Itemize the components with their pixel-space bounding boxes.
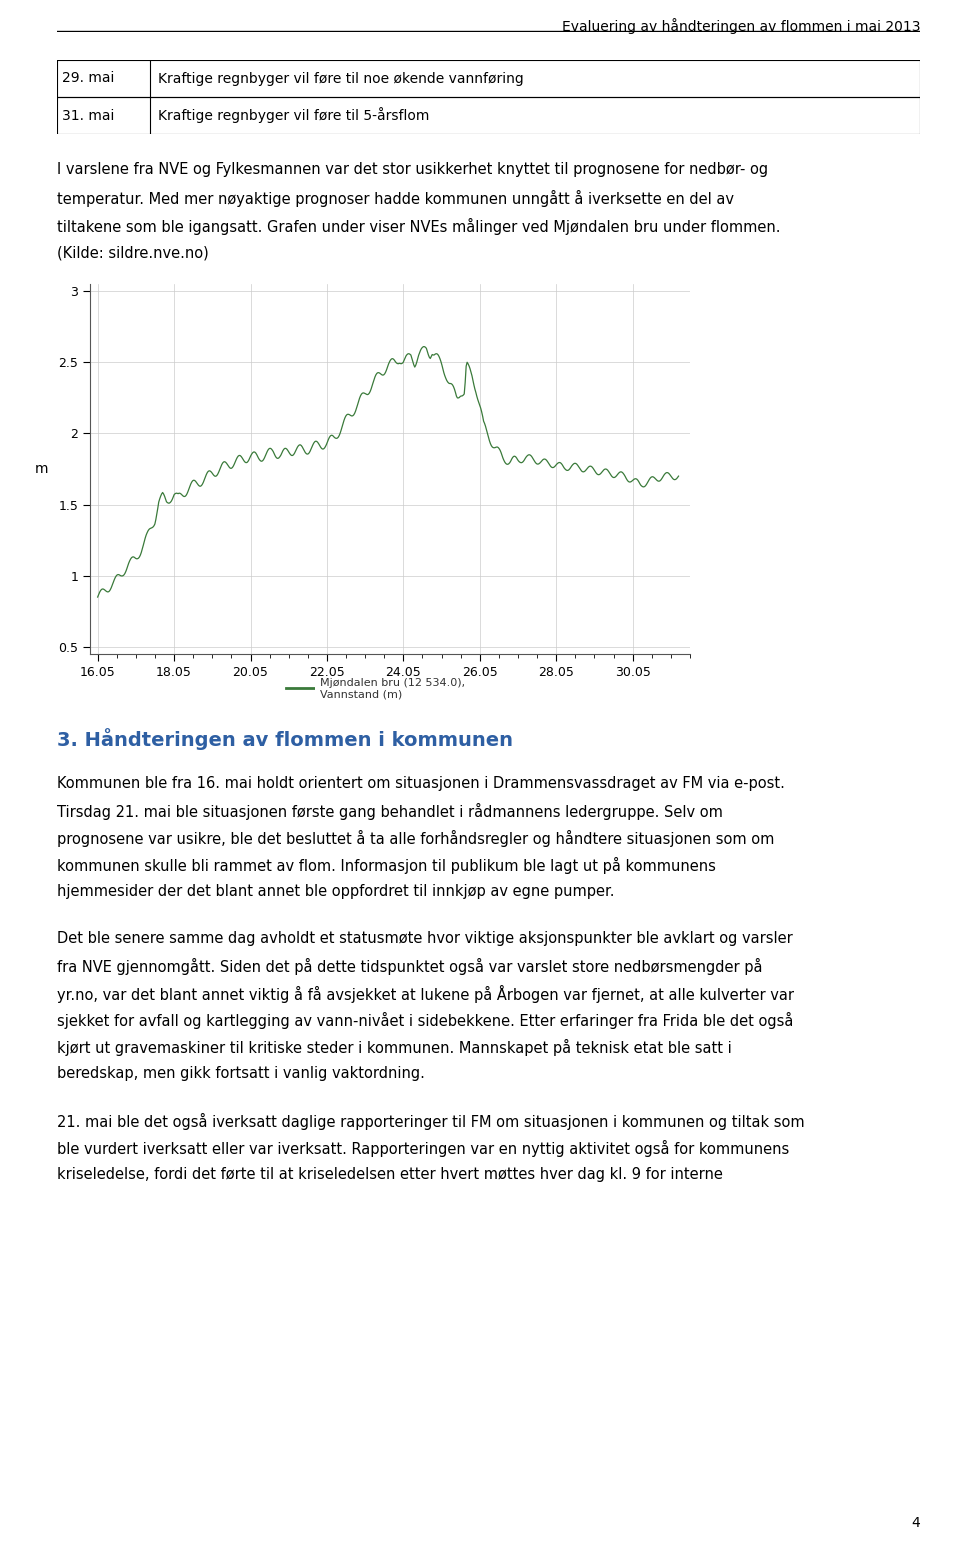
Text: kriseledelse, fordi det førte til at kriseledelsen etter hvert møttes hver dag k: kriseledelse, fordi det førte til at kri… [57,1167,723,1182]
Text: Mjøndalen bru (12 534.0),
Vannstand (m): Mjøndalen bru (12 534.0), Vannstand (m) [320,678,466,700]
Text: prognosene var usikre, ble det besluttet å ta alle forhåndsregler og håndtere si: prognosene var usikre, ble det besluttet… [57,829,775,847]
Text: 29. mai: 29. mai [62,72,114,86]
Text: beredskap, men gikk fortsatt i vanlig vaktordning.: beredskap, men gikk fortsatt i vanlig va… [57,1066,425,1081]
Text: Tirsdag 21. mai ble situasjonen første gang behandlet i rådmannens ledergruppe. : Tirsdag 21. mai ble situasjonen første g… [57,803,723,820]
Text: Kraftige regnbyger vil føre til noe økende vannføring: Kraftige regnbyger vil føre til noe øken… [158,72,524,86]
Text: Kraftige regnbyger vil føre til 5-årsflom: Kraftige regnbyger vil føre til 5-årsflo… [158,108,429,124]
Text: sjekket for avfall og kartlegging av vann-nivået i sidebekkene. Etter erfaringer: sjekket for avfall og kartlegging av van… [57,1013,793,1030]
Text: fra NVE gjennomgått. Siden det på dette tidspunktet også var varslet store nedbø: fra NVE gjennomgått. Siden det på dette … [57,958,762,975]
Text: (Kilde: sildre.nve.no): (Kilde: sildre.nve.no) [57,246,208,261]
Y-axis label: m: m [35,462,48,476]
Text: 31. mai: 31. mai [62,108,114,122]
Text: hjemmesider der det blant annet ble oppfordret til innkjøp av egne pumper.: hjemmesider der det blant annet ble oppf… [57,884,614,898]
Text: 3. Håndteringen av flommen i kommunen: 3. Håndteringen av flommen i kommunen [57,728,513,750]
Text: kjørt ut gravemaskiner til kritiske steder i kommunen. Mannskapet på teknisk eta: kjørt ut gravemaskiner til kritiske sted… [57,1039,732,1056]
Text: Det ble senere samme dag avholdt et statusmøte hvor viktige aksjonspunkter ble a: Det ble senere samme dag avholdt et stat… [57,931,793,945]
Text: ble vurdert iverksatt eller var iverksatt. Rapporteringen var en nyttig aktivite: ble vurdert iverksatt eller var iverksat… [57,1139,789,1157]
Text: yr.no, var det blant annet viktig å få avsjekket at lukene på Årbogen var fjerne: yr.no, var det blant annet viktig å få a… [57,984,794,1003]
Text: tiltakene som ble igangsatt. Grafen under viser NVEs målinger ved Mjøndalen bru : tiltakene som ble igangsatt. Grafen unde… [57,218,780,235]
Text: kommunen skulle bli rammet av flom. Informasjon til publikum ble lagt ut på komm: kommunen skulle bli rammet av flom. Info… [57,858,716,873]
Text: 21. mai ble det også iverksatt daglige rapporteringer til FM om situasjonen i ko: 21. mai ble det også iverksatt daglige r… [57,1113,804,1130]
Text: 4: 4 [911,1516,920,1531]
Text: temperatur. Med mer nøyaktige prognoser hadde kommunen unngått å iverksette en d: temperatur. Med mer nøyaktige prognoser … [57,189,734,207]
Text: Kommunen ble fra 16. mai holdt orientert om situasjonen i Drammensvassdraget av : Kommunen ble fra 16. mai holdt orientert… [57,776,785,790]
Text: I varslene fra NVE og Fylkesmannen var det stor usikkerhet knyttet til prognosen: I varslene fra NVE og Fylkesmannen var d… [57,163,768,177]
Text: Evaluering av håndteringen av flommen i mai 2013: Evaluering av håndteringen av flommen i … [562,19,920,34]
